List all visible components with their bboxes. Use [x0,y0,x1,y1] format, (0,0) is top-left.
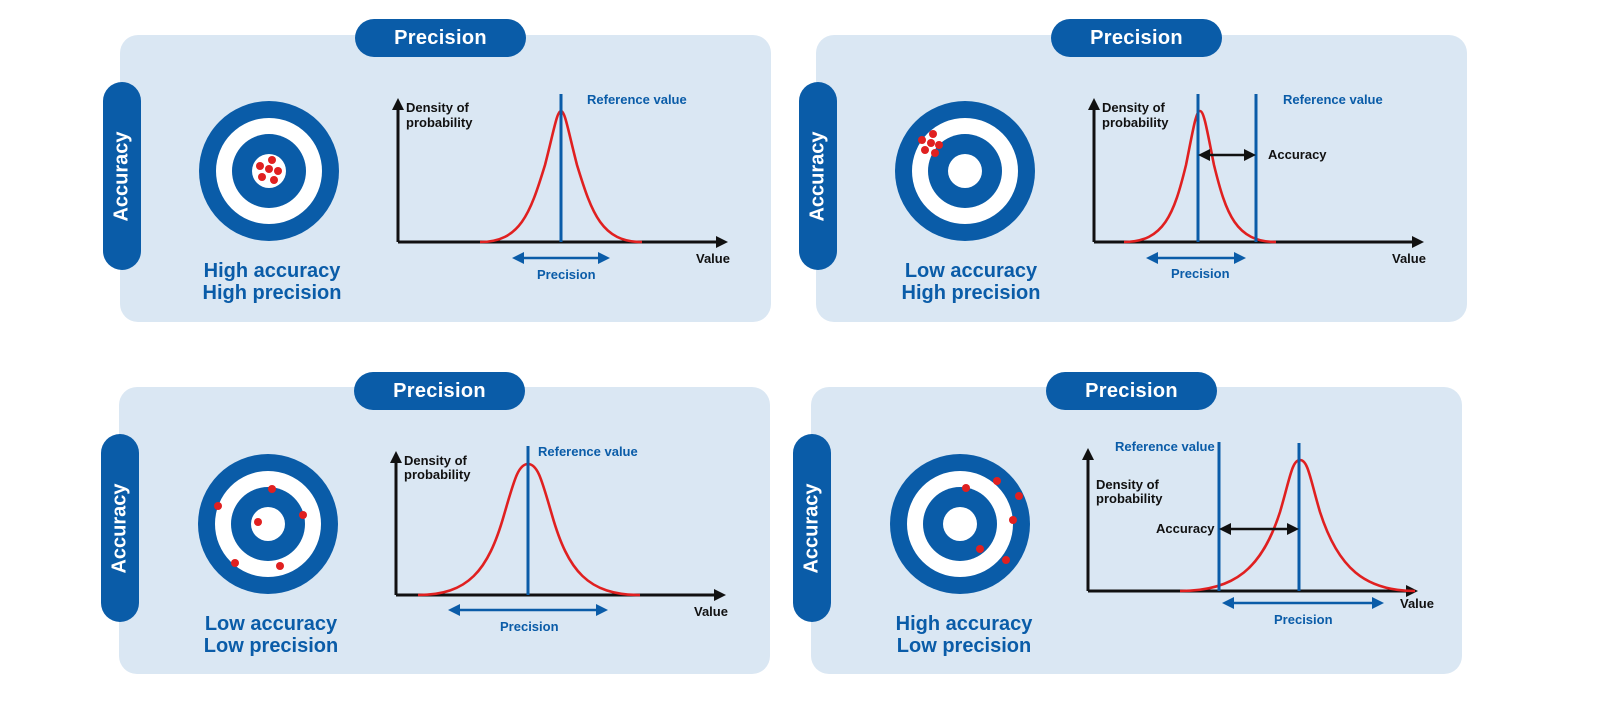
y-axis-label-line1: Density of [1096,477,1160,492]
y-axis-label-line2: probability [406,115,473,130]
accuracy-side-label: Accuracy [110,130,133,222]
hit-points [918,130,943,157]
y-axis-label-line2: probability [1096,491,1163,506]
accuracy-gap-label: Accuracy [1156,521,1215,536]
accuracy-side-pill: Accuracy [793,434,831,622]
accuracy-side-pill: Accuracy [101,434,139,622]
caption-accuracy: Low accuracy [904,260,1038,282]
accuracy-side-pill: Accuracy [103,82,141,270]
target-diagram [199,101,339,241]
panel-caption: Low accuracy High precision [861,260,1081,304]
precision-header-pill: Precision [1046,372,1217,410]
accuracy-gap-label: Accuracy [1268,147,1327,162]
probability-graph: Density of probability Value Reference v… [1088,92,1426,281]
probability-graph: Density of probability Value Reference v… [1082,439,1434,627]
x-axis-label: Value [1392,251,1426,266]
precision-header-pill: Precision [355,19,526,57]
x-axis-label: Value [1400,596,1434,611]
probability-graph: Density of probability Value Reference v… [392,92,730,282]
target-diagram [895,101,1035,241]
hit-points [256,156,282,184]
caption-precision: Low precision [896,635,1032,657]
y-axis-label-line1: Density of [406,100,470,115]
hit-points [962,477,1023,564]
accuracy-side-label: Accuracy [806,130,829,222]
caption-accuracy: Low accuracy [204,613,338,635]
caption-precision: High precision [202,282,342,304]
precision-range-label: Precision [1274,612,1333,627]
reference-value-label: Reference value [587,92,687,107]
y-axis-label-line2: probability [404,467,471,482]
caption-precision: High precision [901,282,1041,304]
panel-caption: High accuracy High precision [162,260,382,304]
accuracy-side-label: Accuracy [800,482,823,574]
precision-range-label: Precision [1171,266,1230,281]
x-axis-label: Value [694,604,728,619]
target-diagram [198,454,338,594]
precision-range-label: Precision [500,619,559,634]
reference-value-label: Reference value [1283,92,1383,107]
y-axis-label-line1: Density of [1102,100,1166,115]
precision-header-pill: Precision [1051,19,1222,57]
target-diagram [890,454,1030,594]
caption-accuracy: High accuracy [203,260,341,282]
accuracy-side-pill: Accuracy [799,82,837,270]
precision-range-label: Precision [537,267,596,282]
y-axis-label-line1: Density of [404,453,468,468]
caption-precision: Low precision [203,635,339,657]
probability-graph: Density of probability Value Reference v… [390,444,728,634]
caption-accuracy: High accuracy [895,613,1033,635]
accuracy-side-label: Accuracy [108,482,131,574]
panel-caption: High accuracy Low precision [854,613,1074,657]
precision-header-pill: Precision [354,372,525,410]
y-axis-label-line2: probability [1102,115,1169,130]
reference-value-label: Reference value [538,444,638,459]
x-axis-label: Value [696,251,730,266]
panel-caption: Low accuracy Low precision [161,613,381,657]
reference-value-label: Reference value [1115,439,1215,454]
hit-points [214,485,307,570]
